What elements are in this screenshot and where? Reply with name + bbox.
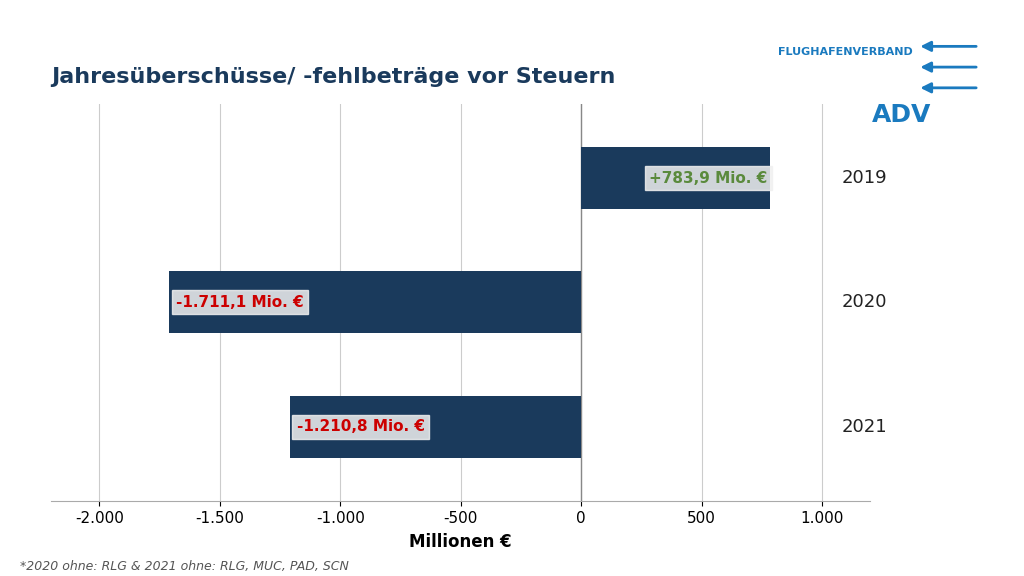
Text: FLUGHAFENVERBAND: FLUGHAFENVERBAND <box>778 47 913 57</box>
Text: 2021: 2021 <box>842 418 887 435</box>
Text: -1.711,1 Mio. €: -1.711,1 Mio. € <box>176 295 304 310</box>
Text: ADV: ADV <box>871 103 931 127</box>
Bar <box>290 396 582 458</box>
Bar <box>169 271 582 334</box>
X-axis label: Millionen €: Millionen € <box>410 533 512 551</box>
Text: *2020 ohne: RLG & 2021 ohne: RLG, MUC, PAD, SCN: *2020 ohne: RLG & 2021 ohne: RLG, MUC, P… <box>20 560 349 573</box>
Text: 2019: 2019 <box>842 169 887 187</box>
Text: +783,9 Mio. €: +783,9 Mio. € <box>649 170 768 185</box>
Text: Jahresüberschüsse/ -fehlbeträge vor Steuern: Jahresüberschüsse/ -fehlbeträge vor Steu… <box>51 67 615 87</box>
Text: -1.210,8 Mio. €: -1.210,8 Mio. € <box>297 419 425 434</box>
Text: 2020: 2020 <box>842 293 887 312</box>
Bar <box>582 147 770 209</box>
